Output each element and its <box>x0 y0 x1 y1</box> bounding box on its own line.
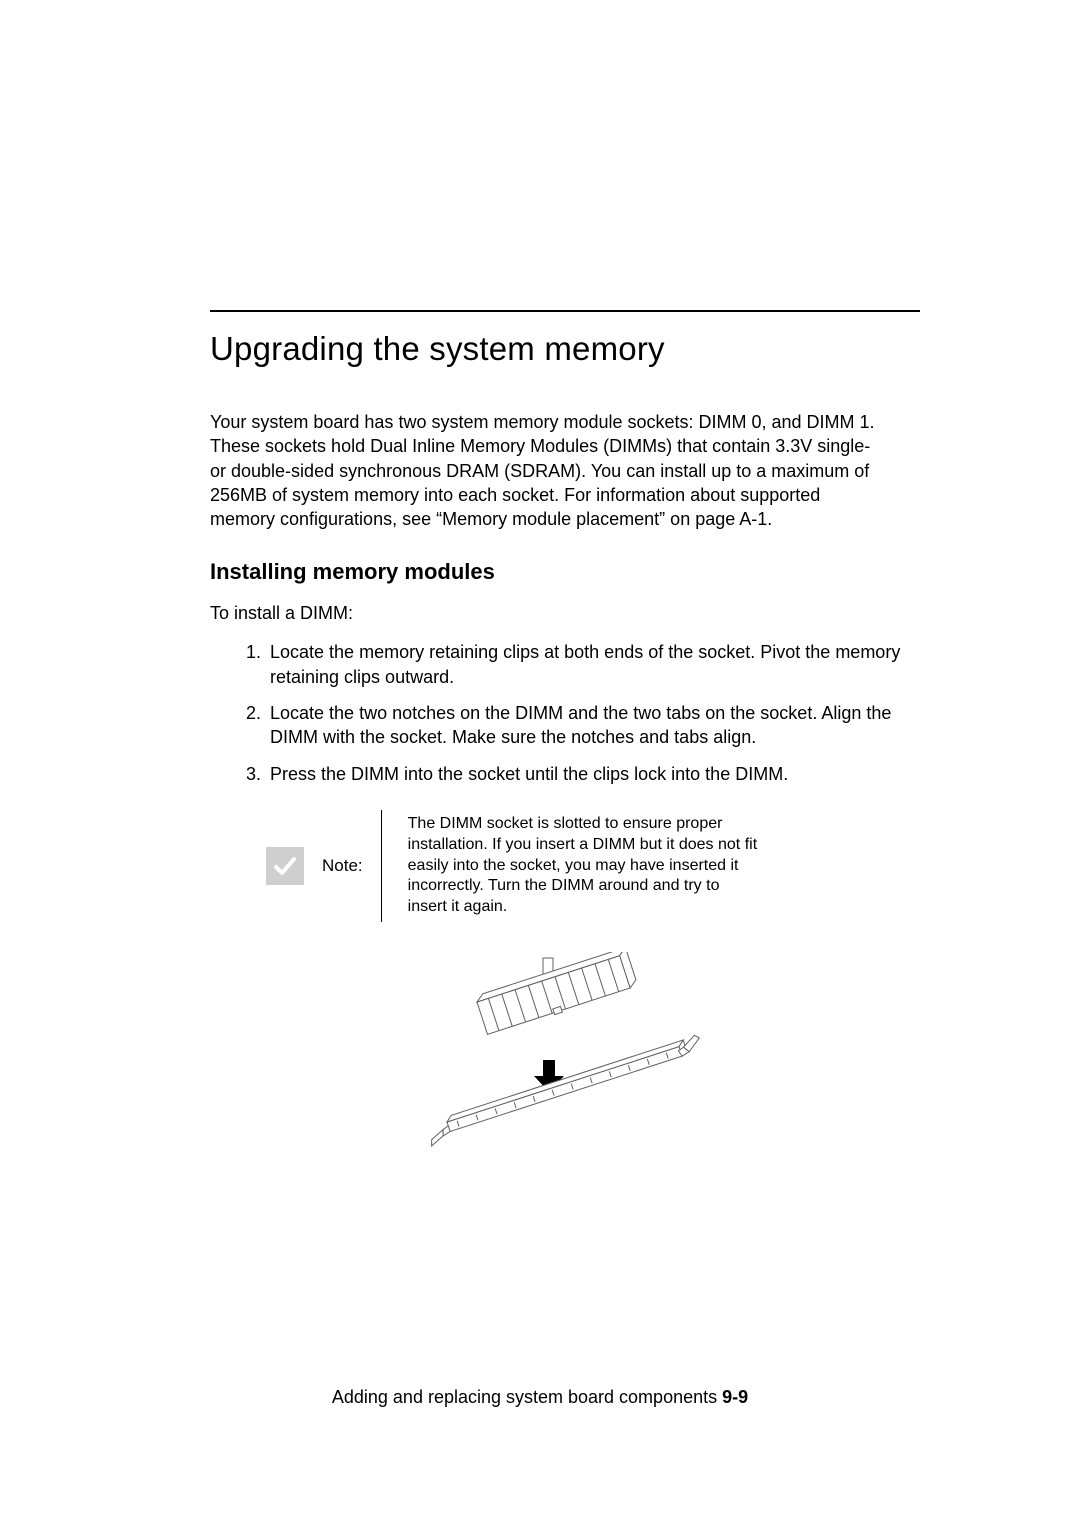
step-item: Locate the two notches on the DIMM and t… <box>266 701 920 750</box>
lead-text: To install a DIMM: <box>210 603 920 624</box>
intro-paragraph: Your system board has two system memory … <box>210 410 920 531</box>
intro-line: memory configurations, see “Memory modul… <box>210 507 920 531</box>
intro-line: Your system board has two system memory … <box>210 410 920 434</box>
note-label: Note: <box>322 856 363 876</box>
note-divider <box>381 810 382 922</box>
checkmark-icon <box>266 847 304 885</box>
note-text: The DIMM socket is slotted to ensure pro… <box>400 810 758 922</box>
page-title: Upgrading the system memory <box>210 330 920 368</box>
intro-line: 256MB of system memory into each socket.… <box>210 483 920 507</box>
note-block: Note: The DIMM socket is slotted to ensu… <box>266 810 920 922</box>
step-item: Press the DIMM into the socket until the… <box>266 762 920 786</box>
step-item: Locate the memory retaining clips at bot… <box>266 640 920 689</box>
section-divider <box>210 310 920 312</box>
footer-text: Adding and replacing system board compon… <box>332 1387 722 1407</box>
page-footer: Adding and replacing system board compon… <box>0 1387 1080 1408</box>
dimm-install-diagram <box>210 952 920 1162</box>
intro-line: These sockets hold Dual Inline Memory Mo… <box>210 434 920 458</box>
section-heading: Installing memory modules <box>210 559 920 585</box>
intro-line: or double-sided synchronous DRAM (SDRAM)… <box>210 459 920 483</box>
footer-page-number: 9-9 <box>722 1387 748 1407</box>
steps-list: Locate the memory retaining clips at bot… <box>210 640 920 785</box>
